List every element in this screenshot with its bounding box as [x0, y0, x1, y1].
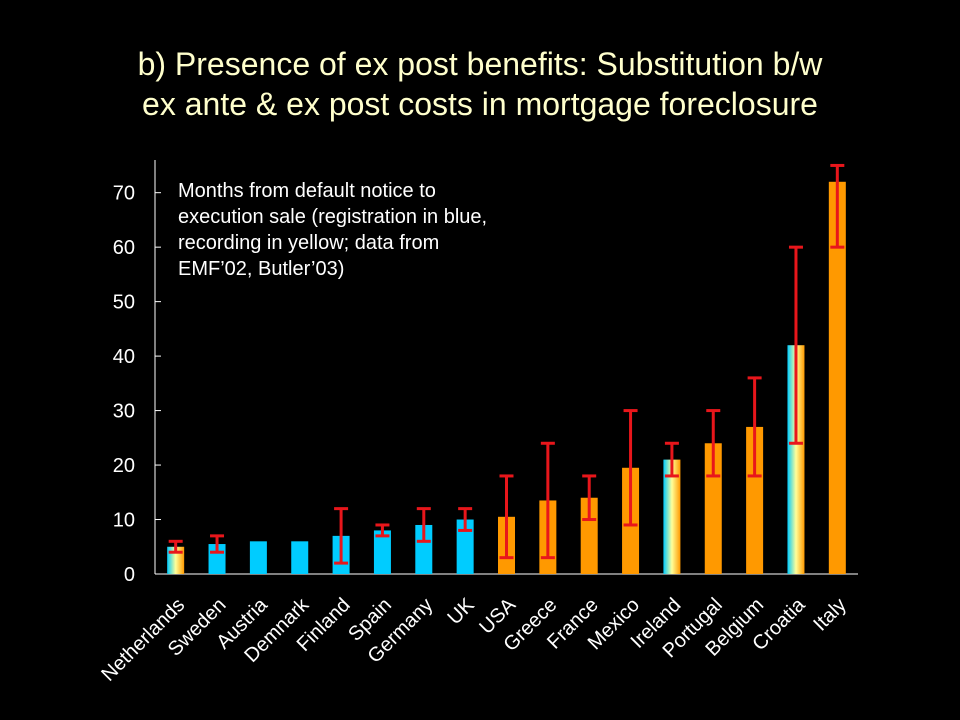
y-tick-label: 0	[124, 564, 135, 586]
x-tick-label: Italy	[809, 594, 850, 635]
y-tick-label: 10	[113, 510, 135, 532]
bar	[663, 459, 681, 574]
bar	[249, 541, 267, 574]
bar	[415, 524, 433, 574]
y-tick-label: 70	[113, 183, 135, 205]
bar	[787, 345, 805, 574]
y-tick-label: 20	[113, 455, 135, 477]
bar	[580, 497, 598, 574]
bar	[291, 541, 309, 574]
slide-title-line-1: b) Presence of ex post benefits: Substit…	[137, 46, 823, 82]
slide-title: b) Presence of ex post benefits: Substit…	[0, 44, 960, 124]
bar	[828, 181, 846, 574]
bar	[373, 530, 391, 574]
bar	[456, 519, 474, 574]
chart-annotation: Months from default notice to execution …	[178, 180, 488, 280]
x-tick-label: UK	[443, 594, 479, 630]
y-tick-label: 60	[113, 237, 135, 259]
bar	[746, 426, 764, 574]
y-tick-label: 40	[113, 346, 135, 368]
slide-title-line-2: ex ante & ex post costs in mortgage fore…	[142, 86, 818, 122]
y-tick-label: 30	[113, 401, 135, 423]
y-tick-label: 50	[113, 292, 135, 314]
